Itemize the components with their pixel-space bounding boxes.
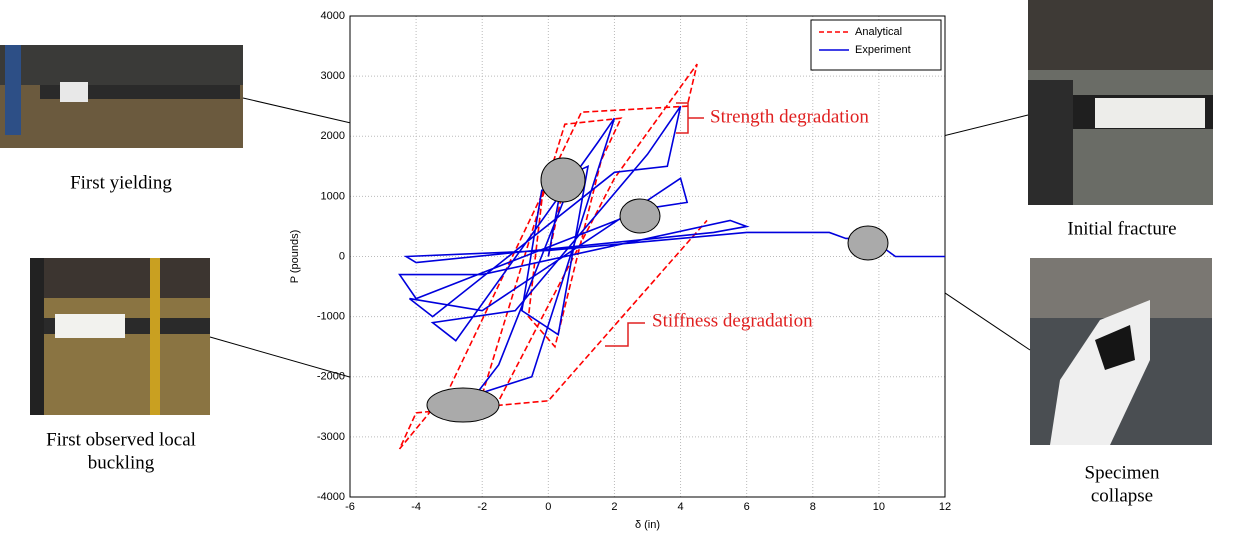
photo-buckling <box>30 258 210 415</box>
y-tick-label: -4000 <box>317 491 345 503</box>
y-axis-label: P (pounds) <box>289 230 301 284</box>
caption: First yielding <box>70 172 172 193</box>
plot: -6 -4 -2 0 2 4 6 8 10 12 -4000 -3000 -2000 -1000 0 1000… <box>289 10 951 531</box>
y-tick-label: -1000 <box>317 311 345 323</box>
photo-fracture <box>1028 0 1213 205</box>
y-tick-label: 2000 <box>321 130 345 142</box>
x-tick-label: 4 <box>677 501 683 513</box>
x-axis-label: δ (in) <box>635 519 660 531</box>
x-tick-label: -4 <box>411 501 421 513</box>
x-tick-label: 2 <box>611 501 617 513</box>
x-tick-label: 8 <box>810 501 816 513</box>
caption: buckling <box>88 452 155 473</box>
y-tick-label: -3000 <box>317 431 345 443</box>
annotation: Stiffness degradation <box>652 310 813 331</box>
caption: First observed local <box>46 429 196 450</box>
x-tick-label: 6 <box>744 501 750 513</box>
caption: Specimen <box>1085 462 1160 483</box>
y-tick-label: -2000 <box>317 371 345 383</box>
photo-yielding <box>0 45 243 148</box>
x-tick-label: 10 <box>873 501 885 513</box>
y-tick-label: 3000 <box>321 70 345 82</box>
x-tick-label: -6 <box>345 501 355 513</box>
x-tick-label: 0 <box>545 501 551 513</box>
y-tick-label: 1000 <box>321 190 345 202</box>
caption: collapse <box>1091 485 1153 506</box>
photo-collapse <box>1030 258 1212 445</box>
legend-label: Analytical <box>855 26 902 38</box>
annotation: Strength degradation <box>710 106 869 127</box>
x-tick-label: -2 <box>477 501 487 513</box>
y-tick-label: 0 <box>339 250 345 262</box>
caption: Initial fracture <box>1067 218 1176 239</box>
x-tick-label: 12 <box>939 501 951 513</box>
legend-label: Experiment <box>855 44 911 56</box>
y-tick-label: 4000 <box>321 10 345 22</box>
figure: -6 -4 -2 0 2 4 6 8 10 12 -4000 -3000 -2000 -1000 0 1000… <box>0 0 1241 535</box>
